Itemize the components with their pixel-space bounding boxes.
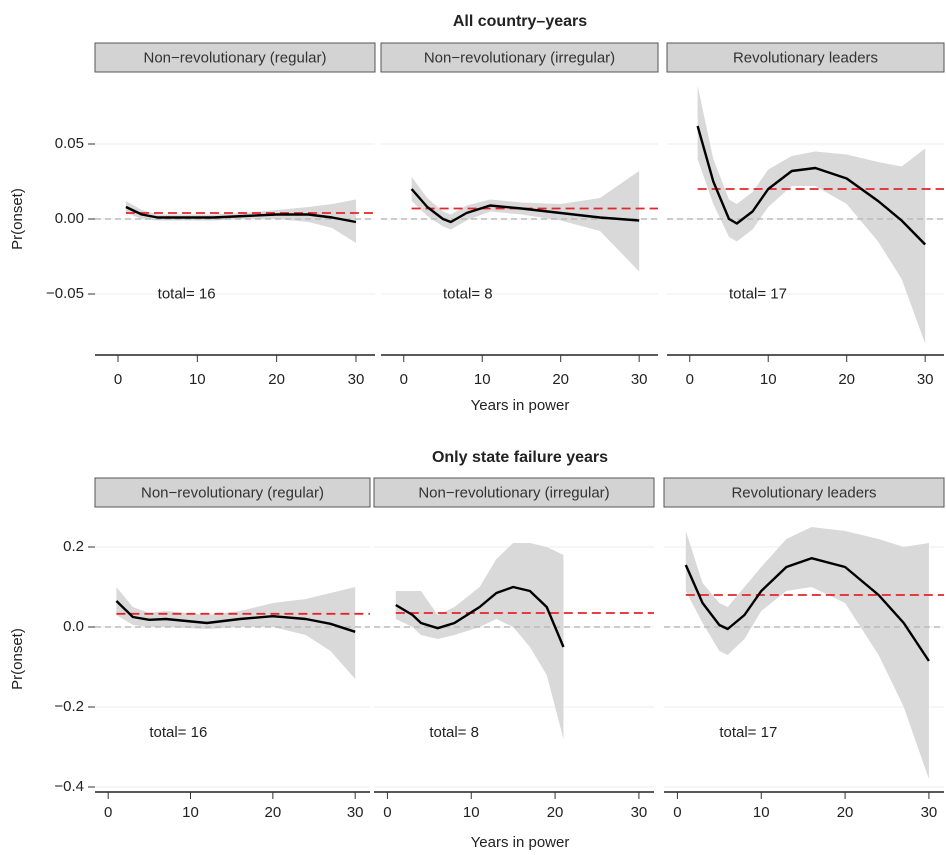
confidence-band <box>697 85 926 344</box>
strip <box>94 42 376 73</box>
confidence-band <box>125 199 356 243</box>
x-tick-label: 30 <box>921 804 938 821</box>
strip-label: Revolutionary leaders <box>731 484 876 501</box>
x-tick-label: 10 <box>760 371 777 388</box>
strip-label: Revolutionary leaders <box>733 49 878 66</box>
x-tick-label: 30 <box>917 371 934 388</box>
x-tick-label: 20 <box>837 804 854 821</box>
strip <box>666 42 945 73</box>
annotation: total= 17 <box>729 286 787 303</box>
y-tick-label: 0.05 <box>55 135 84 152</box>
x-tick-label: 0 <box>673 804 681 821</box>
x-tick-label: 20 <box>265 804 282 821</box>
strip <box>373 477 655 508</box>
y-axis-label: Pr(onset) <box>9 628 26 690</box>
y-tick-label: 0.2 <box>63 538 84 555</box>
annotation: total= 8 <box>429 724 479 741</box>
chart-title: Only state failure years <box>432 449 608 466</box>
x-tick-label: 20 <box>838 371 855 388</box>
x-tick-label: 30 <box>348 371 365 388</box>
fit-line <box>684 557 930 662</box>
fit-line <box>115 600 356 633</box>
y-tick-label: 0.0 <box>63 618 84 635</box>
x-tick-label: 20 <box>547 804 564 821</box>
x-tick-label: 0 <box>400 371 408 388</box>
annotation: total= 16 <box>149 724 207 741</box>
strip-label: Non−revolutionary (regular) <box>143 49 326 66</box>
annotation: total= 16 <box>158 286 216 303</box>
x-tick-label: 10 <box>474 371 491 388</box>
x-axis-label: Years in power <box>471 834 570 851</box>
annotation: total= 17 <box>719 724 777 741</box>
strip <box>663 477 945 508</box>
x-axis-label: Years in power <box>471 397 570 414</box>
fit-line <box>410 188 640 224</box>
strip-label: Non−revolutionary (irregular) <box>424 49 615 66</box>
strip <box>94 477 371 508</box>
x-tick-label: 10 <box>182 804 199 821</box>
y-tick-label: 0.00 <box>55 210 84 227</box>
y-tick-label: −0.4 <box>54 778 84 795</box>
x-tick-label: 0 <box>383 804 391 821</box>
y-tick-label: −0.2 <box>54 698 84 715</box>
confidence-band <box>116 587 356 679</box>
strip-label: Non−revolutionary (irregular) <box>418 484 609 501</box>
x-tick-label: 0 <box>686 371 694 388</box>
y-axis-label: Pr(onset) <box>9 188 26 250</box>
fit-line <box>125 205 357 224</box>
strip-label: Non−revolutionary (regular) <box>141 484 324 501</box>
x-tick-label: 10 <box>189 371 206 388</box>
strip <box>380 42 659 73</box>
x-tick-label: 20 <box>552 371 569 388</box>
fit-line <box>395 585 565 648</box>
x-tick-label: 0 <box>114 371 122 388</box>
confidence-band <box>411 171 640 272</box>
x-tick-label: 30 <box>631 804 648 821</box>
x-tick-label: 0 <box>104 804 112 821</box>
x-tick-label: 30 <box>631 371 648 388</box>
annotation: total= 8 <box>443 286 493 303</box>
chart-title: All country–years <box>453 13 587 30</box>
x-tick-label: 10 <box>753 804 770 821</box>
confidence-band <box>395 543 564 739</box>
y-tick-label: −0.05 <box>46 285 84 302</box>
fit-line <box>696 125 927 246</box>
x-tick-label: 20 <box>268 371 285 388</box>
confidence-band <box>685 527 929 779</box>
x-tick-label: 30 <box>347 804 364 821</box>
x-tick-label: 10 <box>463 804 480 821</box>
